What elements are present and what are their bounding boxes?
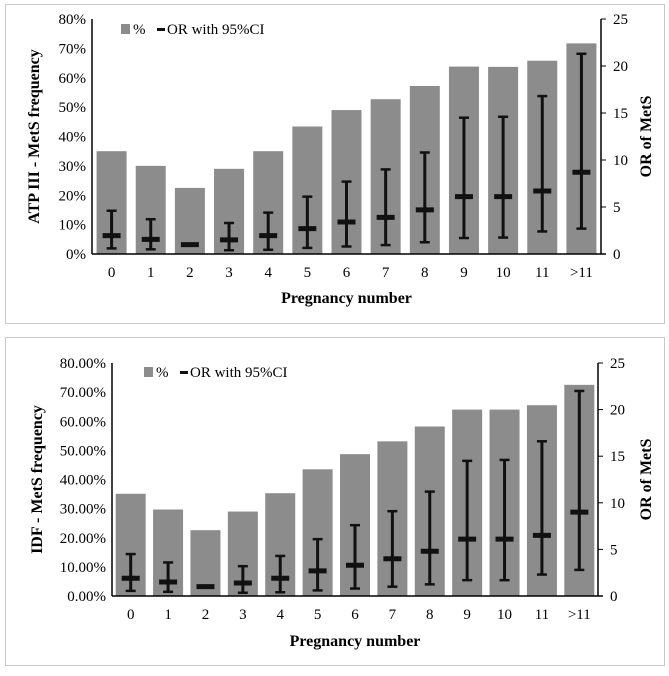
idf-chart-panel: 0 1 2 3 4 5 6 7 8 9 10 11 >11 0.00% 10.00% 20.00% 30.00%… — [5, 337, 665, 666]
y-tick-label: 10% — [59, 218, 87, 234]
x-tick-label: 3 — [239, 607, 247, 623]
y2-tick-label: 20 — [610, 403, 625, 419]
legend-or-swatch — [157, 28, 165, 31]
y-tick-label: 20% — [59, 188, 87, 204]
x-tick-label: 4 — [276, 607, 284, 623]
legend-bar-swatch — [121, 24, 130, 34]
y-tick-label: 50% — [59, 100, 87, 116]
x-tick-label: 1 — [164, 607, 172, 623]
y-tick-label: 60% — [59, 71, 87, 87]
legend-or-swatch — [180, 371, 188, 374]
y2-tick-label: 20 — [613, 59, 628, 75]
y2-tick-label: 25 — [613, 12, 628, 28]
x-tick-label: 3 — [225, 265, 233, 281]
y2-tick-label: 5 — [610, 542, 618, 558]
legend-label-or: OR with 95%CI — [167, 22, 265, 38]
y-tick-label: 50.00% — [60, 443, 106, 459]
x-axis-title: Pregnancy number — [281, 290, 412, 307]
x-tick-label: 0 — [127, 607, 135, 623]
x-tick-label: >11 — [568, 607, 591, 623]
y2-tick-label: 0 — [610, 589, 618, 605]
y-tick-label: 70.00% — [60, 385, 106, 401]
atp-chart-panel: 0 1 2 3 4 5 6 7 8 9 10 11 >11 0% 10% 20% 30% 40% 50% 60% 70%… — [5, 4, 665, 324]
y2-tick-label: 15 — [610, 449, 625, 465]
y2-tick-label: 10 — [610, 496, 625, 512]
y-tick-label: 40% — [59, 130, 87, 146]
y-tick-label: 40.00% — [60, 473, 106, 489]
x-tick-label: 6 — [343, 265, 351, 281]
x-tick-label: 9 — [463, 607, 471, 623]
x-tick-label: 0 — [108, 265, 116, 281]
y-tick-label: 0% — [66, 247, 86, 263]
y2-tick-label: 15 — [613, 106, 628, 122]
atp-chart: 0 1 2 3 4 5 6 7 8 9 10 11 >110%10%20%30%40%50%60%70%… — [26, 12, 655, 307]
x-tick-label: 8 — [421, 265, 429, 281]
x-tick-label: 2 — [186, 265, 194, 281]
x-tick-label: 9 — [460, 265, 468, 281]
x-tick-label: 1 — [147, 265, 155, 281]
idf-chart: 0 1 2 3 4 5 6 7 8 9 10 11 >11 0.00% 10.00% 20.00% 30.00%… — [29, 356, 655, 650]
y-tick-label: 80.00% — [60, 356, 106, 372]
y-tick-label: 10.00% — [60, 560, 106, 576]
x-tick-label: 7 — [382, 265, 390, 281]
x-tick-label: 10 — [496, 265, 511, 281]
y-tick-label: 60.00% — [60, 414, 106, 430]
x-tick-label: 11 — [535, 265, 549, 281]
legend-label-percent: % — [156, 365, 169, 381]
y2-tick-label: 10 — [613, 153, 628, 169]
legend-label-percent: % — [133, 22, 146, 38]
y2-tick-label: 0 — [613, 247, 621, 263]
y2-tick-label: 5 — [613, 200, 621, 216]
x-tick-label: 7 — [389, 607, 397, 623]
y-tick-label: 0.00% — [67, 589, 106, 605]
x-tick-label: 11 — [535, 607, 549, 623]
x-tick-label: 5 — [314, 607, 322, 623]
y2-axis-title: OR of MetS — [638, 96, 655, 178]
x-tick-label: 10 — [497, 607, 512, 623]
x-axis-title: Pregnancy number — [290, 633, 421, 650]
y-axis-title: ATP III - MetS frequency — [26, 49, 43, 224]
y-tick-label: 20.00% — [60, 531, 106, 547]
legend-label-or: OR with 95%CI — [190, 365, 288, 381]
legend-bar-swatch — [144, 367, 153, 377]
y-tick-label: 30% — [59, 159, 87, 175]
x-tick-label: 6 — [351, 607, 359, 623]
y-tick-label: 30.00% — [60, 502, 106, 518]
y-axis-title: IDF - MetS frequency — [29, 405, 46, 554]
x-tick-label: 8 — [426, 607, 434, 623]
y2-axis-title: OR of MetS — [638, 439, 655, 521]
y-tick-label: 70% — [59, 41, 87, 57]
x-tick-label: 4 — [264, 265, 272, 281]
y2-tick-label: 25 — [610, 356, 625, 372]
x-tick-label: 2 — [202, 607, 210, 623]
x-tick-label: >11 — [570, 265, 593, 281]
x-tick-label: 5 — [304, 265, 312, 281]
y-tick-label: 80% — [59, 12, 87, 28]
